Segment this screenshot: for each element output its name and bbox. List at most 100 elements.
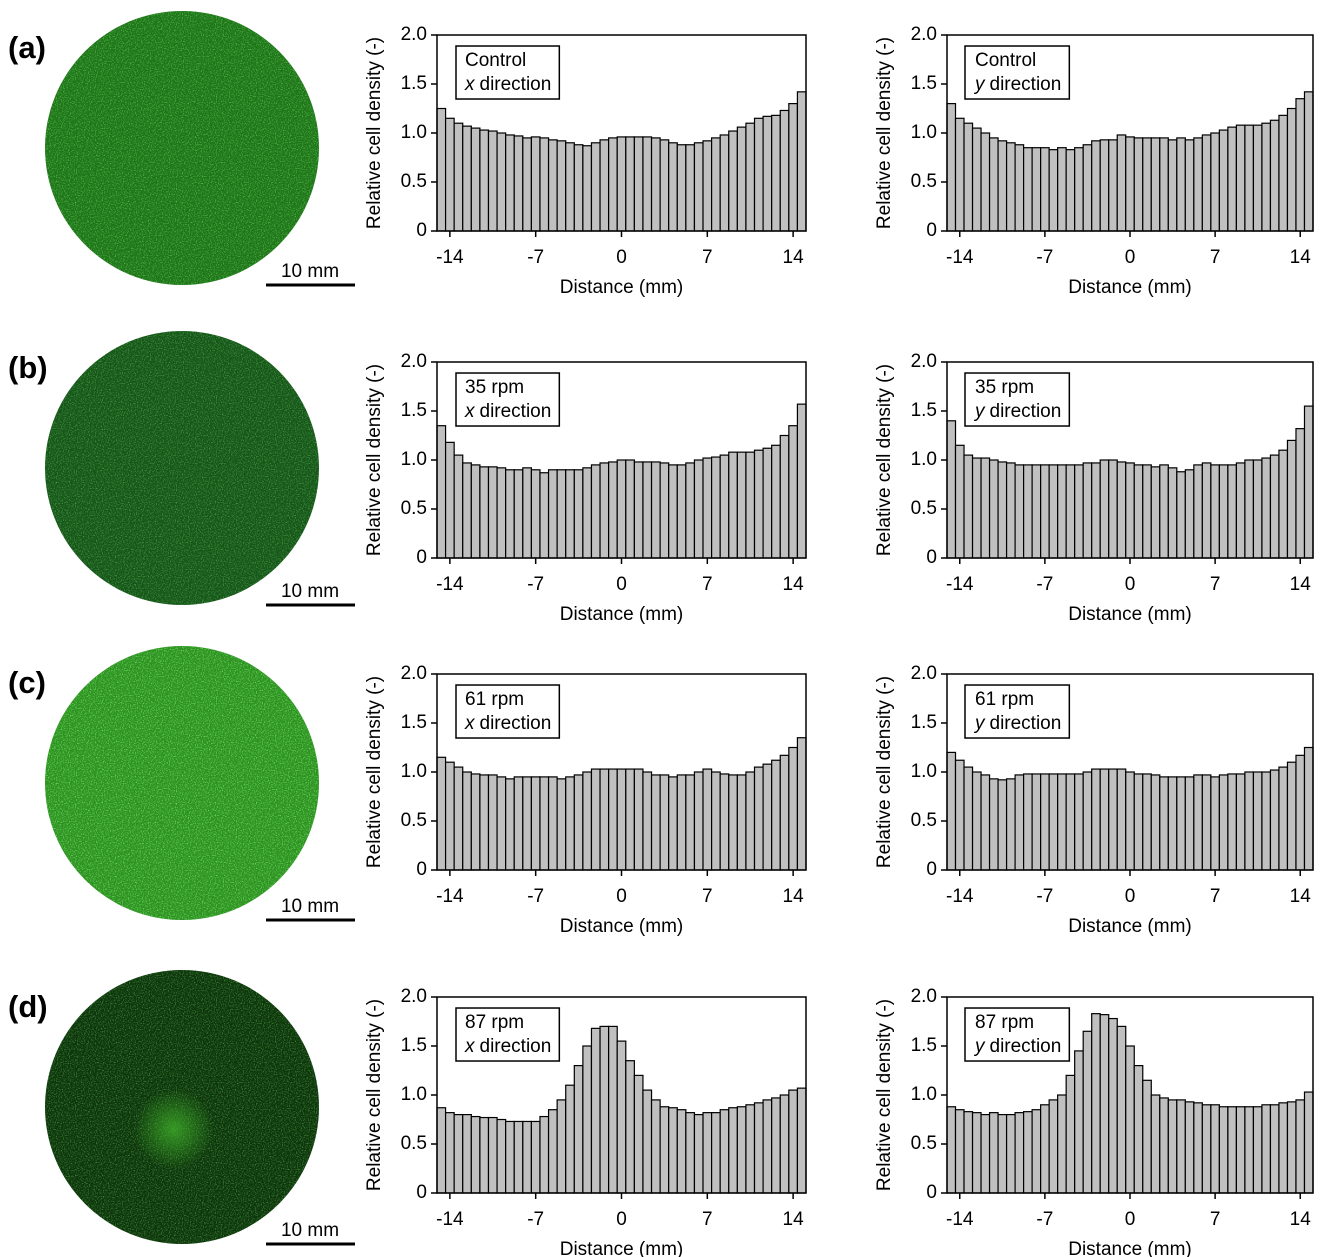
chart: 0 0.5 1.0 1.5 2.0 -14 -7 0 7 14 Distance (mm) Relat…: [364, 351, 807, 625]
x-tick-label: -14: [946, 247, 974, 268]
annotation-line: Control: [465, 50, 526, 71]
bar: [1074, 773, 1084, 871]
x-tick-label: 0: [616, 1209, 627, 1230]
bar: [616, 136, 627, 232]
bar: [1278, 766, 1289, 871]
x-tick-label: 7: [1210, 886, 1221, 907]
bar: [946, 102, 957, 232]
bar: [1023, 1111, 1033, 1194]
y-tick-label: 2.0: [401, 663, 427, 684]
bar: [479, 129, 490, 232]
y-tick-label: 2.0: [401, 351, 427, 372]
x-tick-label: 14: [783, 1209, 805, 1230]
bar: [1057, 147, 1067, 232]
bar: [771, 1097, 781, 1194]
x-tick-label: 7: [702, 886, 713, 907]
micrograph-spot: [134, 1089, 214, 1169]
x-tick-label: -14: [436, 1209, 464, 1230]
bar: [711, 1112, 721, 1194]
bar: [1201, 134, 1212, 232]
bar: [753, 766, 764, 871]
bar: [1116, 134, 1127, 232]
bar: [971, 127, 982, 232]
bar: [1031, 464, 1042, 559]
annotation-line: x direction: [464, 401, 551, 422]
bar: [728, 774, 738, 871]
chart: 0 0.5 1.0 1.5 2.0 -14 -7 0 7 14 Distance (mm) Relat…: [874, 986, 1314, 1257]
bar: [1031, 773, 1042, 871]
bar: [582, 771, 593, 871]
bar: [1099, 139, 1110, 232]
bar: [487, 466, 498, 559]
bar: [436, 756, 447, 871]
bar: [599, 768, 610, 871]
bar: [1159, 464, 1169, 559]
bar: [788, 102, 799, 232]
bar: [1040, 464, 1050, 559]
y-tick-label: 0: [416, 859, 427, 880]
bar: [1303, 746, 1314, 871]
bar: [616, 1040, 627, 1194]
bar: [711, 456, 721, 559]
bar: [1150, 774, 1161, 871]
bar: [1048, 1099, 1059, 1194]
bar: [1227, 126, 1237, 232]
x-tick-label: -14: [946, 886, 974, 907]
bar: [582, 145, 593, 232]
y-tick-label: 1.5: [911, 400, 937, 421]
bar: [676, 1109, 687, 1194]
bar: [762, 447, 773, 559]
bar: [676, 464, 687, 559]
bar: [573, 469, 584, 559]
bar: [753, 1102, 764, 1194]
annotation: Control x direction: [455, 45, 561, 100]
bar: [1218, 129, 1229, 232]
bar: [676, 774, 687, 871]
bar: [1261, 771, 1272, 871]
y-axis-label: Relative cell density (-): [874, 364, 895, 556]
bar: [1150, 137, 1161, 232]
annotation-text: direction: [480, 401, 552, 422]
annotation-box: [455, 1007, 561, 1062]
annotation-box: [964, 1007, 1071, 1062]
bar: [496, 467, 507, 559]
bar: [728, 130, 738, 232]
bar: [762, 115, 773, 232]
bar: [711, 137, 721, 232]
x-axis-label: Distance (mm): [1068, 916, 1192, 937]
y-tick-label: 1.5: [911, 73, 937, 94]
bar: [1167, 776, 1178, 871]
bar: [513, 776, 524, 871]
x-tick-label: 7: [1210, 1209, 1221, 1230]
bar: [963, 122, 974, 232]
chart: 0 0.5 1.0 1.5 2.0 -14 -7 0 7 14 Distance (mm) Relat…: [364, 24, 807, 298]
chart: 0 0.5 1.0 1.5 2.0 -14 -7 0 7 14 Distance (mm) Relat…: [874, 351, 1314, 625]
x-tick-label: 14: [783, 574, 805, 595]
bar: [1005, 1113, 1016, 1194]
bar: [1303, 1091, 1314, 1194]
annotation-line: y direction: [973, 401, 1061, 422]
bar: [1074, 464, 1084, 559]
y-tick-label: 0.5: [401, 171, 427, 192]
bar: [659, 462, 670, 559]
x-tick-label: -7: [1036, 574, 1053, 595]
bar: [946, 420, 957, 559]
bar: [1116, 768, 1127, 871]
bar: [1091, 140, 1101, 232]
y-tick-label: 1.5: [401, 712, 427, 733]
bar: [1286, 1101, 1297, 1194]
panel: (b) 10 mm: [8, 331, 355, 607]
bar: [573, 1064, 584, 1194]
bar: [1269, 119, 1280, 232]
bar: [1116, 1025, 1127, 1194]
bar: [1252, 459, 1263, 559]
x-tick-label: 0: [1125, 247, 1136, 268]
annotation-text: direction: [990, 74, 1062, 95]
panel-label: (b): [8, 350, 48, 385]
bar: [1082, 771, 1093, 871]
annotation-box: [964, 684, 1071, 739]
bar: [1227, 773, 1237, 871]
y-tick-label: 0.5: [911, 171, 937, 192]
bar: [745, 1104, 756, 1194]
